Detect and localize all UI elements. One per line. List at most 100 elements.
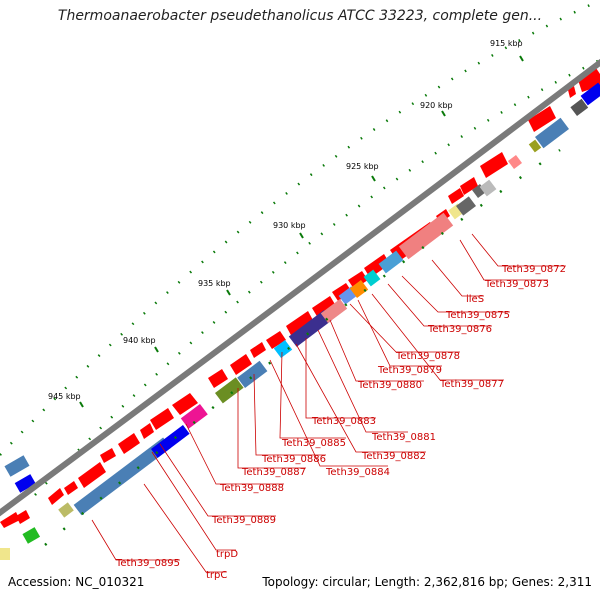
leader-line bbox=[349, 303, 460, 353]
tick-label: 930 kbp bbox=[273, 221, 306, 230]
gene-arrow bbox=[118, 433, 140, 454]
tick-mark bbox=[79, 401, 84, 408]
gene-label[interactable]: trpD bbox=[216, 549, 238, 560]
leader-line bbox=[471, 233, 566, 267]
gene-arrow bbox=[100, 448, 116, 463]
gene-feature bbox=[180, 403, 208, 429]
gene-arrow bbox=[332, 283, 352, 301]
gene-arrow bbox=[172, 393, 198, 415]
gene-feature bbox=[0, 512, 20, 528]
gene-label[interactable]: Teth39_0882 bbox=[361, 451, 426, 462]
gene-feature bbox=[320, 298, 348, 324]
tick-marks bbox=[79, 55, 524, 408]
tick-mark bbox=[519, 55, 524, 62]
gene-feature bbox=[570, 98, 589, 117]
gene-label[interactable]: Teth39_0876 bbox=[427, 324, 492, 335]
gene-label[interactable]: Teth39_0885 bbox=[281, 438, 346, 449]
gene-label[interactable]: Teth39_0888 bbox=[219, 483, 284, 494]
gene-label[interactable]: Teth39_0872 bbox=[501, 264, 566, 275]
gene-arrow bbox=[150, 408, 174, 430]
gene-label[interactable]: Teth39_0895 bbox=[115, 558, 180, 569]
gene-feature bbox=[14, 474, 36, 493]
gene-label[interactable]: Teth39_0889 bbox=[211, 515, 276, 526]
gene-feature bbox=[16, 510, 30, 524]
leader-line bbox=[185, 423, 284, 485]
leader-line bbox=[401, 275, 510, 313]
gene-label[interactable]: ileS bbox=[466, 294, 484, 305]
gene-label[interactable]: Teth39_0887 bbox=[241, 467, 306, 478]
gene-arrow bbox=[286, 311, 314, 337]
gene-feature bbox=[535, 117, 569, 149]
tick-mark bbox=[154, 346, 159, 353]
leader-line bbox=[387, 283, 492, 327]
gene-feature bbox=[273, 339, 293, 359]
gene-label[interactable]: Teth39_0881 bbox=[371, 432, 436, 443]
gene-arrow bbox=[64, 481, 78, 495]
tick-label: 935 kbp bbox=[198, 279, 231, 288]
gene-feature bbox=[0, 548, 10, 560]
gene-arrow bbox=[140, 423, 154, 439]
gene-feature bbox=[288, 309, 332, 347]
gene-feature bbox=[349, 279, 369, 299]
gene-feature bbox=[215, 377, 244, 404]
gene-label[interactable]: Teth39_0879 bbox=[377, 365, 442, 376]
gene-labels: Teth39_0872 Teth39_0873 ileS Teth39_0875… bbox=[115, 264, 566, 581]
leader-line bbox=[237, 388, 306, 469]
gene-arrow bbox=[250, 342, 266, 358]
gene-label[interactable]: Teth39_0880 bbox=[357, 380, 422, 391]
gene-label[interactable]: Teth39_0886 bbox=[261, 454, 326, 465]
gene-feature bbox=[4, 455, 30, 477]
tick-label: 920 kbp bbox=[420, 101, 453, 110]
tick-labels: 915 kbp 920 kbp 925 kbp 930 kbp 935 kbp … bbox=[48, 39, 523, 401]
tick-mark bbox=[226, 289, 231, 296]
leader-line bbox=[253, 373, 326, 456]
gene-label[interactable]: Teth39_0873 bbox=[484, 279, 549, 290]
gene-label[interactable]: Teth39_0875 bbox=[445, 310, 510, 321]
gene-label[interactable]: Teth39_0877 bbox=[439, 379, 504, 390]
topology-text: Topology: circular; Length: 2,362,816 bp… bbox=[262, 575, 592, 589]
gene-label[interactable]: Teth39_0884 bbox=[325, 467, 390, 478]
gene-feature bbox=[58, 502, 74, 518]
gene-arrow bbox=[230, 354, 252, 375]
tick-mark bbox=[299, 232, 304, 239]
gene-arrow bbox=[78, 462, 106, 488]
map-title: Thermoanaerobacter pseudethanolicus ATCC… bbox=[57, 8, 543, 24]
leader-line bbox=[431, 259, 484, 297]
outer-dotted-guides bbox=[0, 3, 600, 496]
feature-boxes bbox=[58, 82, 600, 518]
genome-backbone[interactable] bbox=[0, 55, 600, 520]
leader-line bbox=[279, 351, 346, 439]
gene-arrow bbox=[312, 296, 336, 318]
gene-label[interactable]: Teth39_0883 bbox=[311, 416, 376, 427]
leader-line bbox=[91, 519, 180, 561]
tick-label: 915 kbp bbox=[490, 39, 523, 48]
leader-line bbox=[143, 483, 226, 573]
gene-arrow bbox=[348, 271, 368, 289]
tick-label: 945 kbp bbox=[48, 392, 81, 401]
leader-line bbox=[459, 239, 548, 281]
gene-feature bbox=[456, 196, 476, 216]
leader-line bbox=[329, 319, 424, 382]
tick-label: 925 kbp bbox=[346, 162, 379, 171]
gene-feature bbox=[580, 82, 600, 106]
leader-line bbox=[305, 338, 376, 419]
leader-line bbox=[357, 299, 442, 367]
gene-feature bbox=[528, 139, 542, 153]
gene-feature bbox=[479, 179, 497, 197]
gene-label[interactable]: trpC bbox=[206, 570, 227, 581]
gene-feature bbox=[378, 250, 404, 274]
gene-arrow bbox=[208, 369, 228, 388]
tick-mark bbox=[371, 175, 376, 182]
gene-label[interactable]: Teth39_0878 bbox=[395, 351, 460, 362]
gene-arrow bbox=[448, 188, 464, 204]
gene-feature bbox=[507, 154, 523, 170]
inner-ring-dashes bbox=[44, 148, 561, 546]
gene-feature bbox=[398, 212, 454, 260]
gene-feature bbox=[73, 437, 171, 516]
gene-arrow bbox=[528, 106, 556, 132]
leader-line bbox=[159, 443, 276, 517]
tick-label: 940 kbp bbox=[123, 336, 156, 345]
gene-feature bbox=[151, 424, 190, 458]
gene-arrow bbox=[266, 331, 286, 349]
